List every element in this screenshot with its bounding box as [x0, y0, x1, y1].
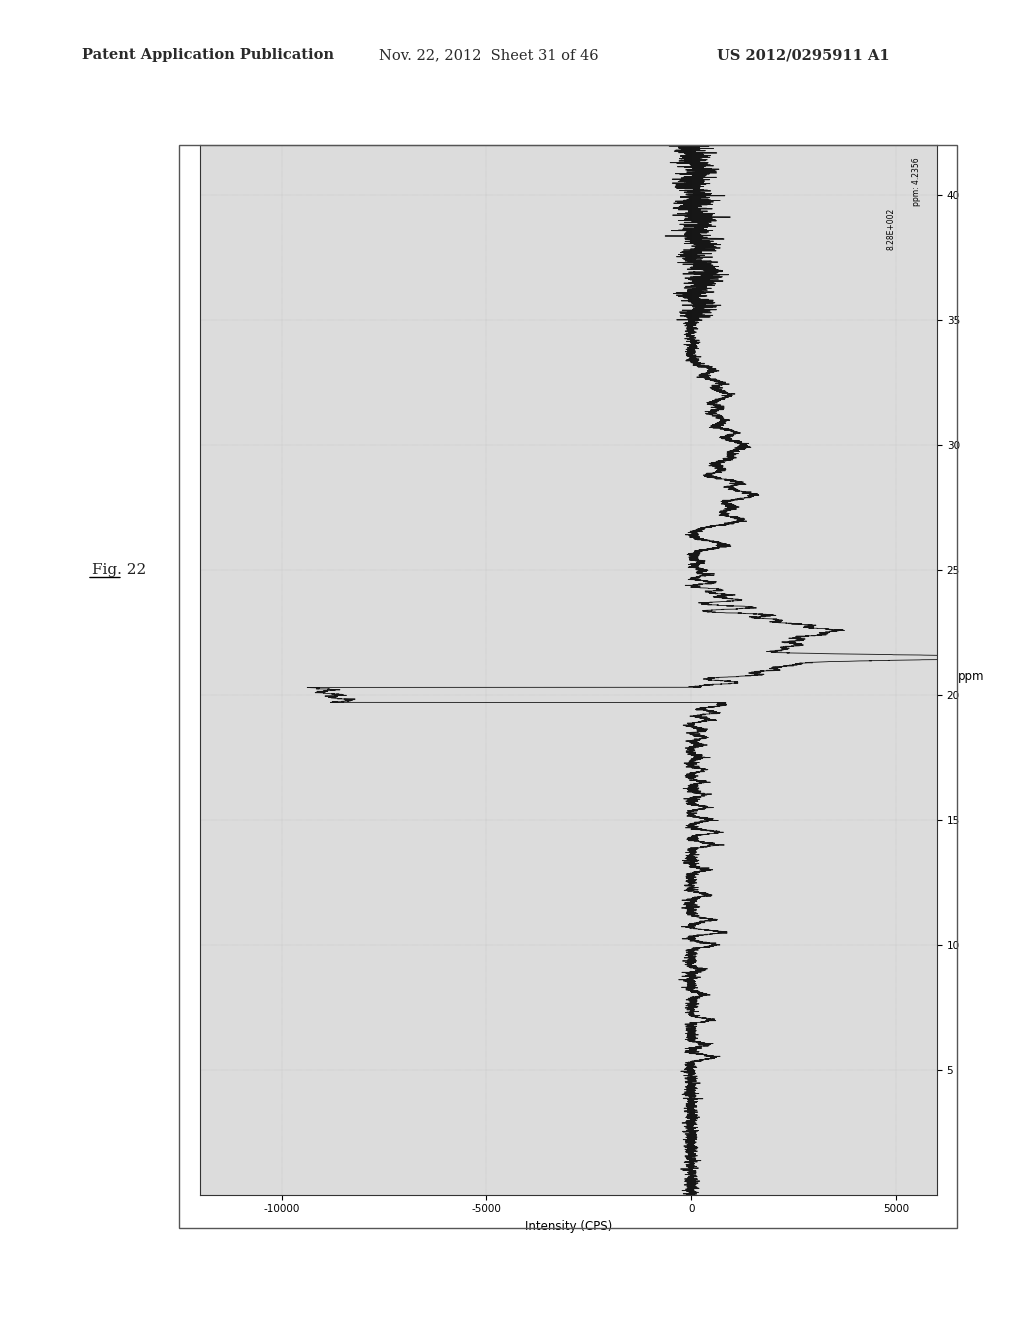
Text: Patent Application Publication: Patent Application Publication [82, 49, 334, 62]
Text: Fig. 22: Fig. 22 [92, 564, 146, 577]
Text: ppm: 4.2356: ppm: 4.2356 [911, 157, 921, 206]
Y-axis label: ppm: ppm [957, 671, 984, 682]
Text: US 2012/0295911 A1: US 2012/0295911 A1 [717, 49, 890, 62]
Text: 8.28E+002: 8.28E+002 [887, 207, 896, 249]
Text: Nov. 22, 2012  Sheet 31 of 46: Nov. 22, 2012 Sheet 31 of 46 [379, 49, 598, 62]
X-axis label: Intensity (CPS): Intensity (CPS) [524, 1220, 612, 1233]
